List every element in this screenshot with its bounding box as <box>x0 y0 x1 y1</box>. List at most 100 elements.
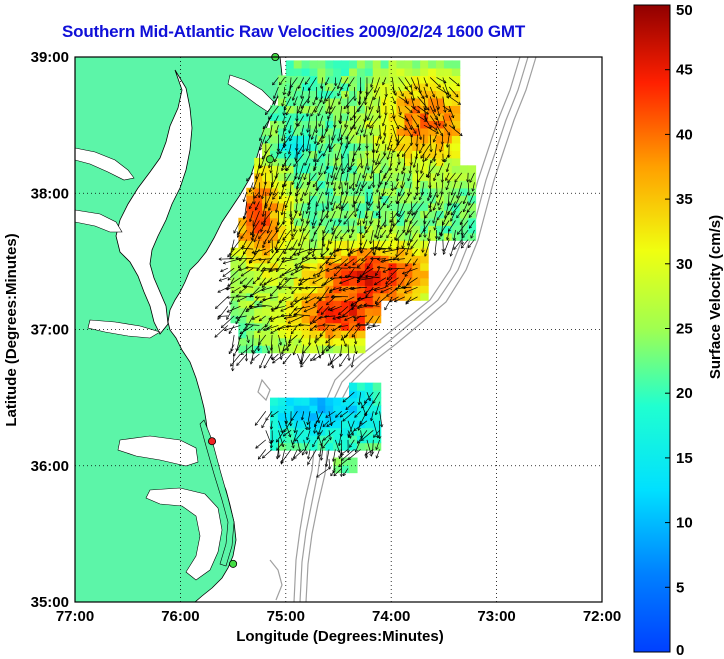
velocity-cell <box>349 127 358 136</box>
velocity-cell <box>269 262 279 271</box>
vector-head <box>433 220 436 224</box>
vector-head <box>361 439 365 441</box>
vector-head <box>220 324 223 328</box>
velocity-cell <box>404 255 413 264</box>
colorbar-tick-label: 40 <box>676 126 693 143</box>
velocity-cell <box>238 285 247 294</box>
vector-head <box>290 233 293 237</box>
velocity-vector <box>325 410 336 418</box>
vector-head <box>460 245 463 249</box>
velocity-cell <box>388 142 398 151</box>
velocity-vector <box>300 266 317 269</box>
velocity-cell <box>269 307 279 316</box>
velocity-vector <box>214 325 229 338</box>
vector-head <box>306 437 308 441</box>
vector-head <box>433 123 437 126</box>
vector-head <box>347 105 350 109</box>
velocity-cell <box>333 187 342 196</box>
velocity-cell <box>309 210 319 219</box>
vector-head <box>443 124 447 127</box>
velocity-vector <box>291 449 298 461</box>
velocity-vector <box>298 277 317 281</box>
velocity-vector <box>433 134 437 143</box>
vector-head <box>261 284 264 288</box>
velocity-cell <box>372 142 382 151</box>
velocity-cell <box>356 435 366 444</box>
velocity-cell <box>364 180 374 189</box>
vector-head <box>288 287 292 290</box>
vector-head <box>313 232 317 235</box>
vector-head <box>450 219 454 222</box>
vector-head <box>357 110 361 113</box>
velocity-cell <box>380 157 390 166</box>
vector-head <box>326 268 329 272</box>
velocity-vector <box>322 144 330 157</box>
velocity-vector <box>429 86 435 98</box>
velocity-cell <box>269 142 279 151</box>
vector-head <box>375 189 378 193</box>
velocity-cell <box>428 67 437 76</box>
velocity-cell <box>380 225 390 234</box>
velocity-vector <box>331 201 336 211</box>
vector-head <box>353 188 356 191</box>
velocity-vector <box>313 257 323 259</box>
vector-head <box>355 450 358 453</box>
vector-head <box>405 102 409 105</box>
velocity-vector <box>404 77 412 88</box>
velocity-cell <box>254 330 263 339</box>
vector-head <box>344 334 346 338</box>
velocity-vector <box>297 439 301 452</box>
vector-head <box>322 446 326 449</box>
vector-head <box>258 237 262 240</box>
velocity-vector <box>436 96 440 110</box>
velocity-vector <box>284 334 289 352</box>
velocity-vector <box>286 163 292 172</box>
velocity-cell <box>467 180 477 189</box>
vector-head <box>353 427 356 431</box>
vector-head <box>287 343 290 347</box>
velocity-cell <box>364 435 374 444</box>
velocity-vector <box>316 306 323 314</box>
velocity-cell <box>388 187 398 196</box>
vector-head <box>459 134 463 137</box>
velocity-cell <box>372 97 382 106</box>
vector-head <box>462 232 464 236</box>
velocity-vector <box>275 220 286 233</box>
vector-head <box>286 420 289 424</box>
vector-head <box>334 266 338 269</box>
vector-head <box>289 138 293 142</box>
vector-head <box>316 339 320 341</box>
velocity-vector <box>396 201 399 216</box>
vector-head <box>310 136 312 140</box>
velocity-cell <box>420 142 429 151</box>
vector-head <box>229 302 233 305</box>
velocity-vector <box>347 153 350 170</box>
velocity-vector <box>309 334 311 346</box>
velocity-vector <box>363 125 368 138</box>
velocity-cell <box>309 285 319 294</box>
vector-head <box>322 323 326 326</box>
velocity-vector <box>270 315 279 322</box>
vector-head <box>282 92 285 96</box>
vector-head <box>265 205 268 209</box>
vector-head <box>272 439 274 443</box>
velocity-cell <box>254 195 263 204</box>
vector-head <box>246 307 249 311</box>
vector-head <box>264 111 267 115</box>
vector-head <box>396 239 400 241</box>
vector-head <box>283 443 285 447</box>
velocity-vector <box>347 134 355 145</box>
vector-head <box>290 214 293 218</box>
vector-head <box>272 196 274 200</box>
vector-head <box>235 348 237 352</box>
velocity-cell <box>325 120 334 129</box>
velocity-vector <box>334 163 342 180</box>
velocity-cell <box>356 232 366 241</box>
vector-head <box>353 126 356 130</box>
vector-head <box>331 228 335 231</box>
vector-head <box>325 83 328 86</box>
vector-head <box>361 259 365 262</box>
velocity-vector <box>262 449 273 459</box>
velocity-cell <box>277 262 287 271</box>
vector-head <box>279 197 283 200</box>
